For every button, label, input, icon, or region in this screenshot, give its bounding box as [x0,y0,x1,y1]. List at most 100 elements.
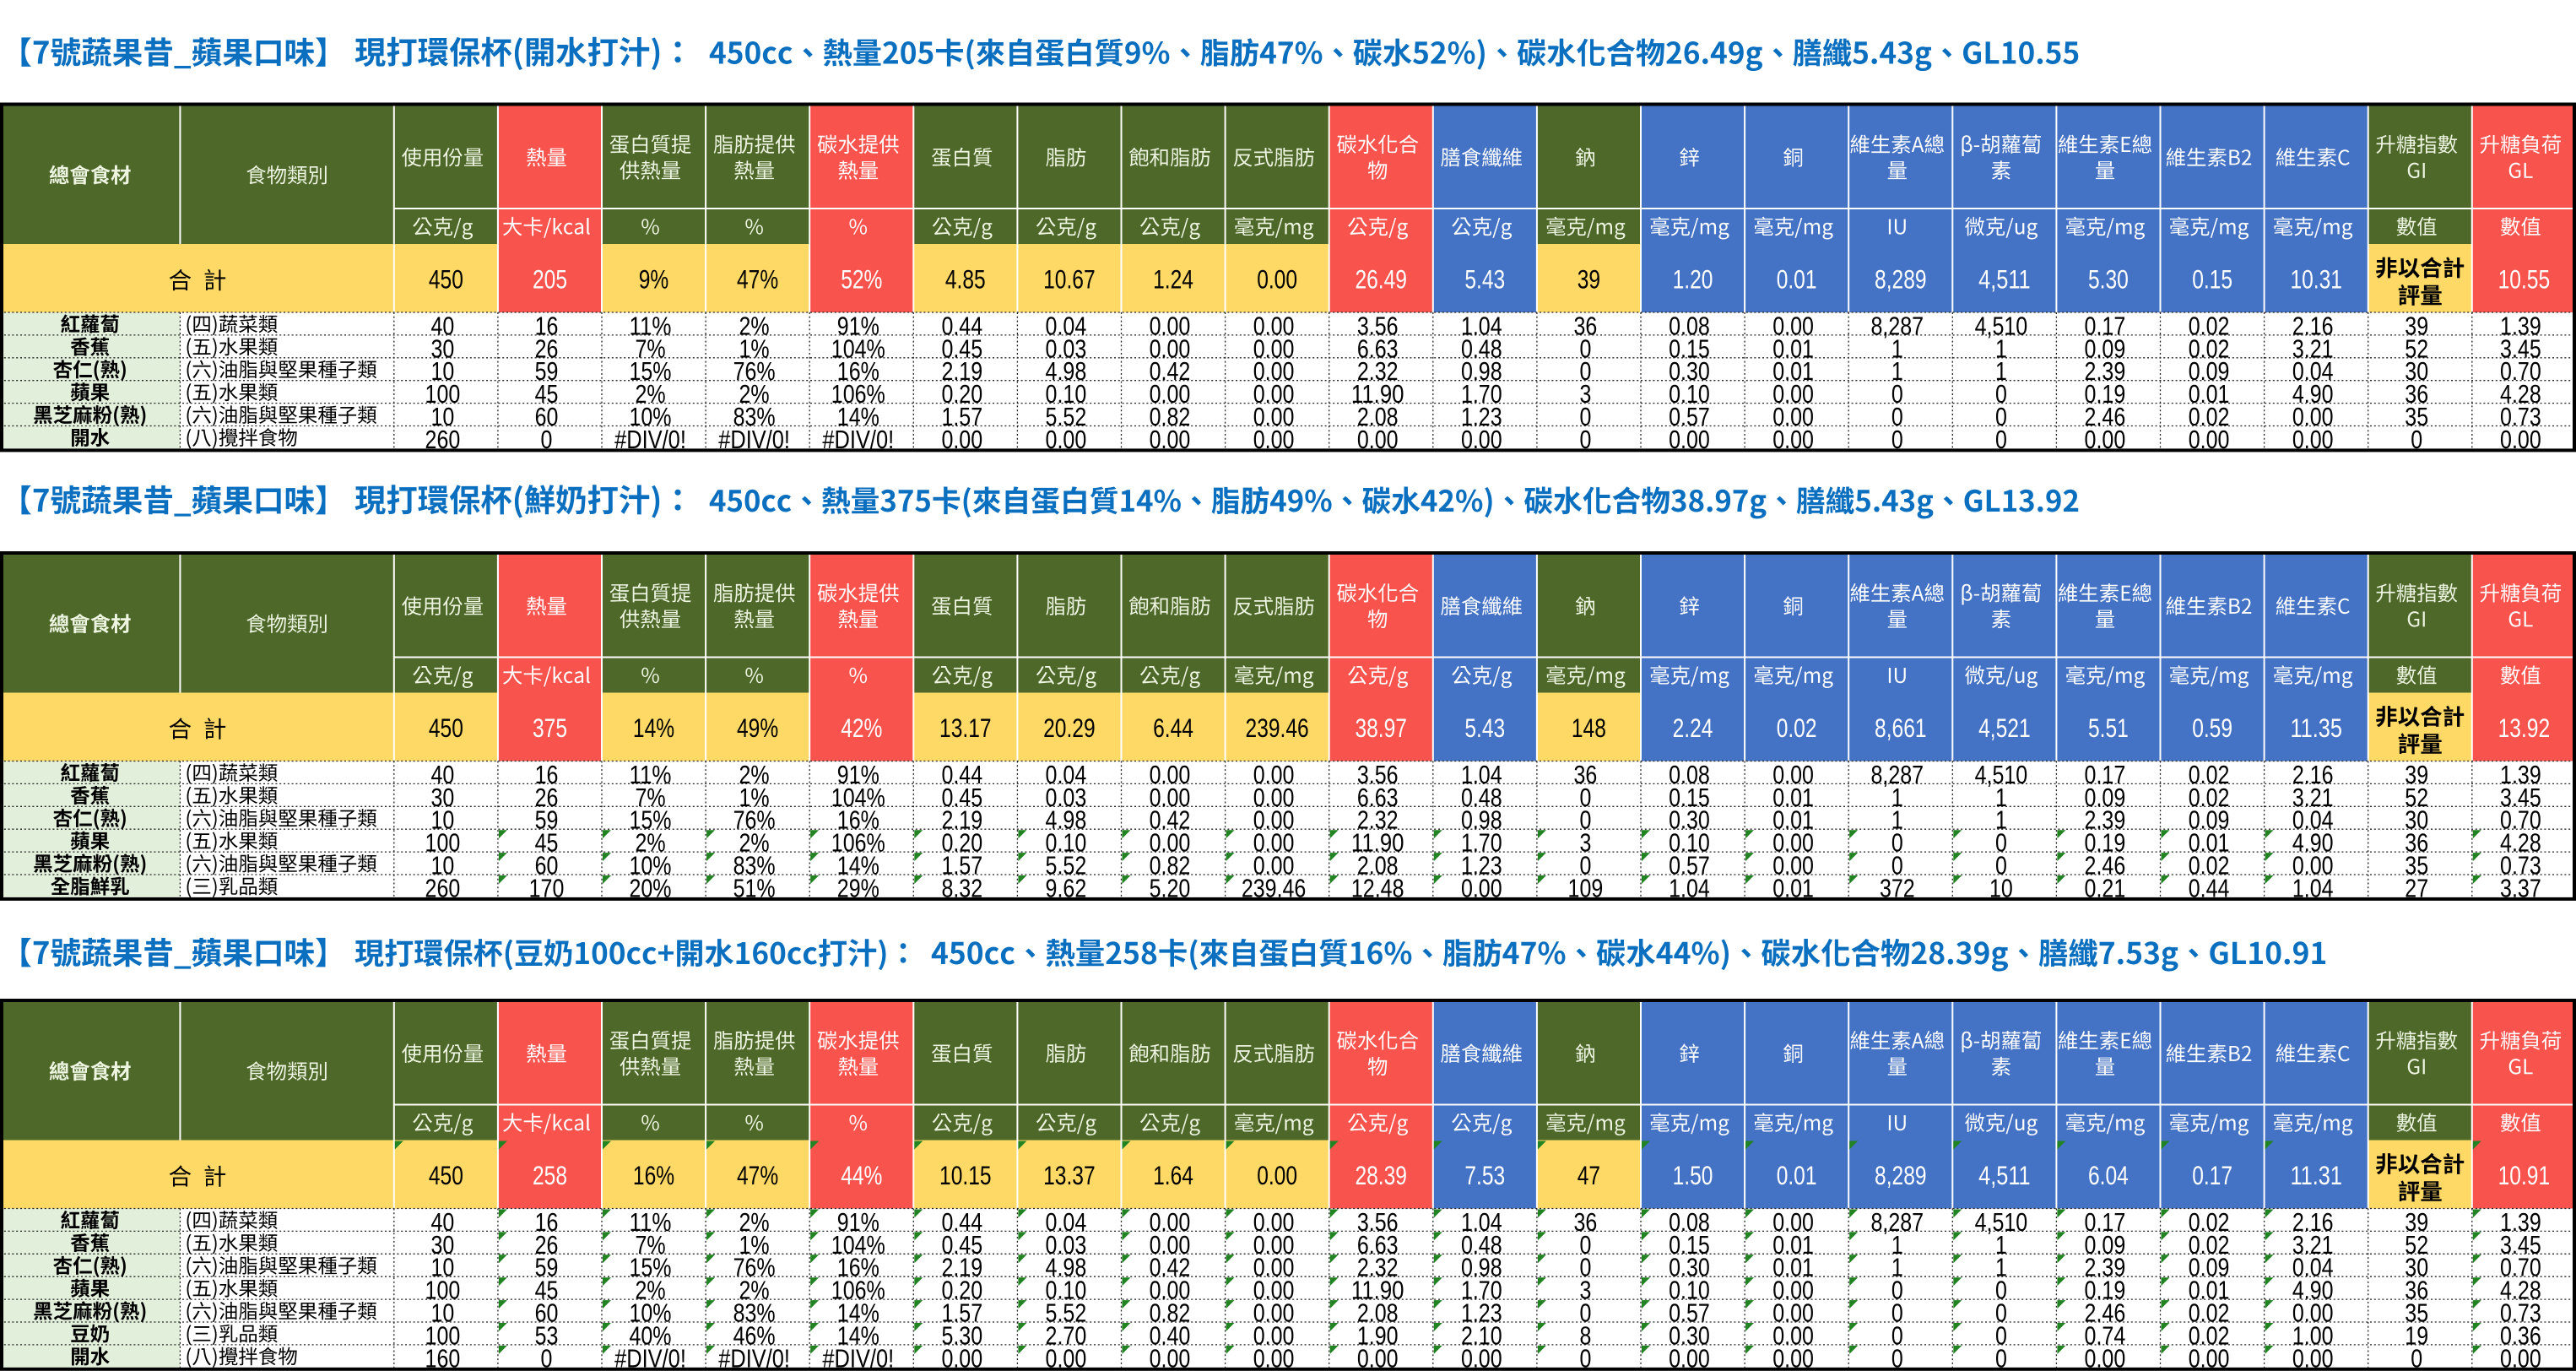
svg-text:10: 10 [431,806,455,835]
svg-text:0.82: 0.82 [1150,852,1191,881]
svg-text:450: 450 [429,264,463,295]
svg-text:16%: 16% [633,1160,674,1190]
svg-text:0.02: 0.02 [2189,334,2230,363]
svg-text:0.00: 0.00 [1046,1344,1087,1371]
svg-text:0.82: 0.82 [1150,403,1191,431]
svg-text:#DIV/0!: #DIV/0! [614,425,686,454]
svg-text:46%: 46% [733,1321,776,1350]
svg-text:0.15: 0.15 [1669,334,1710,363]
svg-text:0.00: 0.00 [1150,312,1191,340]
svg-text:10%: 10% [630,403,672,431]
svg-text:1.24: 1.24 [1153,264,1193,295]
svg-text:1: 1 [1891,1231,1903,1260]
svg-text:60: 60 [535,1299,559,1328]
svg-text:26: 26 [535,334,559,363]
svg-text:0: 0 [1995,829,2007,858]
svg-text:0: 0 [1579,783,1591,812]
svg-text:36: 36 [1574,761,1598,789]
svg-text:0.00: 0.00 [1253,1254,1295,1282]
svg-text:0.00: 0.00 [1253,403,1295,431]
svg-text:0.00: 0.00 [2500,425,2541,454]
svg-text:1.57: 1.57 [941,852,982,881]
svg-text:0.44: 0.44 [941,1208,982,1237]
svg-text:0.20: 0.20 [941,1276,982,1305]
svg-text:0.00: 0.00 [1253,1299,1295,1328]
svg-text:100: 100 [425,829,461,858]
svg-text:0: 0 [1995,1321,2007,1350]
svg-text:13.37: 13.37 [1043,1160,1096,1190]
svg-text:0.03: 0.03 [1046,1231,1087,1260]
svg-text:4.98: 4.98 [1046,1254,1087,1282]
svg-text:8,287: 8,287 [1871,1208,1924,1237]
svg-text:1: 1 [1995,806,2007,835]
svg-text:0: 0 [1579,1254,1591,1282]
svg-text:0.48: 0.48 [1461,1231,1502,1260]
svg-text:4.28: 4.28 [2500,829,2541,858]
svg-text:0.02: 0.02 [2189,852,2230,881]
svg-text:0.42: 0.42 [1150,806,1191,835]
svg-text:3.21: 3.21 [2292,334,2334,363]
svg-text:2.19: 2.19 [941,1254,982,1282]
svg-text:35: 35 [2405,852,2428,881]
svg-text:0.09: 0.09 [2085,783,2126,812]
svg-text:10: 10 [431,852,455,881]
svg-text:16%: 16% [837,806,879,835]
svg-text:10.91: 10.91 [2498,1160,2551,1190]
svg-text:0.00: 0.00 [1253,1231,1295,1260]
svg-text:16: 16 [535,312,559,340]
svg-text:2.46: 2.46 [2085,403,2126,431]
svg-text:14%: 14% [837,1321,879,1350]
svg-text:1: 1 [1891,783,1903,812]
svg-text:2.08: 2.08 [1357,403,1399,431]
svg-text:4.98: 4.98 [1046,357,1087,386]
svg-text:47: 47 [1578,1160,1600,1190]
svg-text:0.00: 0.00 [1772,1321,1814,1350]
svg-text:10: 10 [1989,874,2013,902]
svg-text:106%: 106% [831,1276,885,1305]
svg-text:3: 3 [1579,1276,1591,1305]
svg-text:0: 0 [1579,1299,1591,1328]
svg-text:0.02: 0.02 [2189,403,2230,431]
svg-text:0.45: 0.45 [941,1231,982,1260]
svg-text:2.32: 2.32 [1357,357,1399,386]
svg-text:0.02: 0.02 [2189,761,2230,789]
svg-text:1.23: 1.23 [1461,403,1502,431]
svg-text:0.00: 0.00 [1253,1276,1295,1305]
svg-text:4.28: 4.28 [2500,380,2541,409]
svg-text:0.00: 0.00 [1253,1208,1295,1237]
svg-text:26.49: 26.49 [1355,264,1407,295]
svg-text:39: 39 [2405,1208,2428,1237]
svg-text:6.63: 6.63 [1357,1231,1399,1260]
svg-text:6.63: 6.63 [1357,334,1399,363]
svg-text:0.00: 0.00 [1253,1344,1295,1371]
svg-text:30: 30 [431,1231,455,1260]
svg-text:59: 59 [535,357,559,386]
svg-text:0: 0 [1579,852,1591,881]
svg-text:0.00: 0.00 [1461,874,1502,902]
svg-text:2.19: 2.19 [941,806,982,835]
svg-text:0.44: 0.44 [2189,874,2230,902]
svg-text:10%: 10% [630,852,672,881]
svg-text:104%: 104% [831,783,885,812]
svg-text:0.45: 0.45 [941,783,982,812]
svg-text:160: 160 [425,1344,461,1371]
svg-text:10.15: 10.15 [939,1160,992,1190]
svg-text:45: 45 [535,1276,559,1305]
svg-text:47%: 47% [737,264,778,295]
svg-text:60: 60 [535,852,559,881]
svg-text:2.08: 2.08 [1357,1299,1399,1328]
svg-text:1: 1 [1891,357,1903,386]
svg-text:0: 0 [1891,403,1903,431]
svg-text:0.00: 0.00 [1357,425,1399,454]
svg-text:0.00: 0.00 [1357,1344,1399,1371]
svg-text:0.17: 0.17 [2085,1208,2126,1237]
svg-text:0.00: 0.00 [2085,425,2126,454]
svg-text:13.92: 13.92 [2498,713,2551,743]
svg-text:76%: 76% [733,806,776,835]
svg-text:0.09: 0.09 [2085,334,2126,363]
svg-text:4.28: 4.28 [2500,1276,2541,1305]
svg-text:6.63: 6.63 [1357,783,1399,812]
svg-text:1.23: 1.23 [1461,852,1502,881]
svg-text:36: 36 [2405,829,2428,858]
svg-text:2%: 2% [635,380,665,409]
